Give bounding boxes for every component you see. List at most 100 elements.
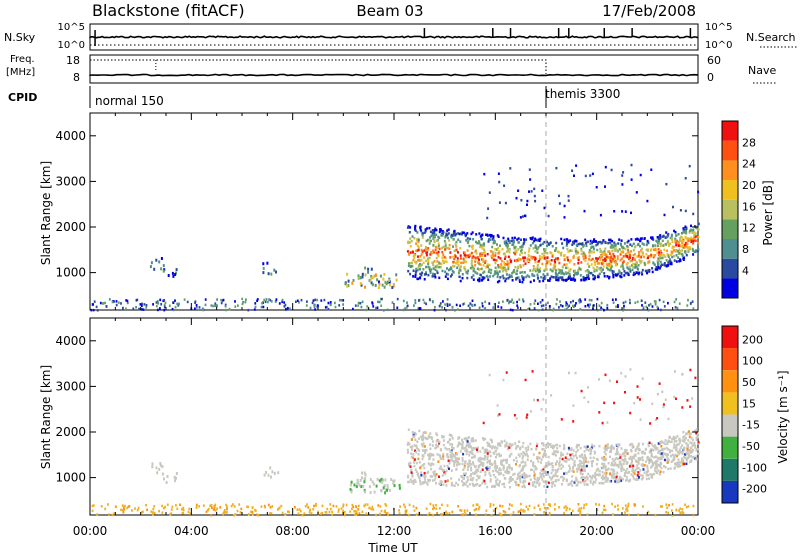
velocity-cell-365 xyxy=(692,513,695,517)
power-cell-994 xyxy=(659,249,662,253)
velocity-cell-1827 xyxy=(448,467,450,470)
power-cell-454 xyxy=(371,276,374,280)
power-cell-1969 xyxy=(487,270,490,274)
power-cell-1191 xyxy=(494,270,497,273)
power-cell-2004 xyxy=(646,242,649,245)
velocity-cell-733 xyxy=(592,456,595,459)
power-colorbar-tick-2: 20 xyxy=(742,179,756,192)
power-cell-621 xyxy=(634,238,637,241)
power-cell-73 xyxy=(220,301,223,305)
velocity-cell-1362 xyxy=(608,480,611,483)
power-ytick-label-1: 2000 xyxy=(55,220,86,234)
velocity-cell-70 xyxy=(251,513,254,516)
velocity-cell-1098 xyxy=(685,459,688,462)
power-cell-458 xyxy=(351,281,354,285)
velocity-cell-1503 xyxy=(433,478,436,482)
velocity-cell-1999 xyxy=(661,447,664,451)
power-cell-1183 xyxy=(563,272,566,276)
velocity-cell-1523 xyxy=(552,468,555,472)
velocity-cell-502 xyxy=(502,468,505,471)
velocity-cell-644 xyxy=(441,474,444,477)
power-cell-389 xyxy=(167,274,170,277)
velocity-cell-1537 xyxy=(510,452,513,456)
velocity-cell-83 xyxy=(384,503,387,506)
power-cell-144 xyxy=(629,301,631,305)
velocity-cell-456 xyxy=(378,479,381,483)
velocity-cell-453 xyxy=(350,490,353,494)
velocity-cell-1565 xyxy=(605,480,608,483)
velocity-cell-430 xyxy=(393,479,396,483)
velocity-cell-1800 xyxy=(529,478,532,481)
power-cell-2057 xyxy=(597,275,600,279)
power-cell-212 xyxy=(577,299,580,302)
power-cell-1933 xyxy=(562,246,565,250)
power-cell-91 xyxy=(654,303,657,306)
velocity-cell-1648 xyxy=(610,448,613,451)
power-cell-1150 xyxy=(414,275,417,278)
velocity-cell-1231 xyxy=(468,459,471,463)
velocity-cell-326 xyxy=(685,505,688,509)
velocity-colorbar-seg-6 xyxy=(722,348,738,371)
velocity-cell-247 xyxy=(332,504,335,508)
velocity-cell-1535 xyxy=(651,464,654,468)
power-cell-422 xyxy=(377,286,380,290)
power-cell-564 xyxy=(618,238,621,241)
x-tick-label-4: 16:00 xyxy=(478,524,513,538)
power-cell-838 xyxy=(622,260,625,263)
power-cell-1276 xyxy=(520,248,523,251)
velocity-cell-304 xyxy=(386,511,389,515)
velocity-cell-1748 xyxy=(569,453,572,457)
power-cell-112 xyxy=(156,300,159,303)
velocity-cell-197 xyxy=(484,513,487,516)
power-cell-43 xyxy=(380,297,382,301)
power-cell-2060 xyxy=(684,177,687,180)
velocity-cell-2083 xyxy=(636,385,639,388)
power-cell-1516 xyxy=(556,250,559,253)
velocity-cell-321 xyxy=(448,512,451,515)
power-cell-221 xyxy=(263,298,266,302)
velocity-cell-1960 xyxy=(678,437,681,441)
power-cell-1324 xyxy=(624,247,627,251)
velocity-cell-1963 xyxy=(660,462,663,465)
velocity-cell-1910 xyxy=(631,443,634,446)
power-cell-686 xyxy=(676,239,679,243)
velocity-cell-1831 xyxy=(683,438,686,441)
velocity-cell-578 xyxy=(568,482,571,486)
power-cell-889 xyxy=(416,268,419,272)
velocity-cell-971 xyxy=(581,476,584,479)
velocity-cell-688 xyxy=(645,473,648,477)
velocity-cell-315 xyxy=(91,509,94,513)
power-cell-1563 xyxy=(667,232,670,236)
velocity-cell-1304 xyxy=(565,478,568,481)
velocity-cell-721 xyxy=(667,457,670,460)
power-cell-2095 xyxy=(519,216,522,219)
velocity-cell-29 xyxy=(335,505,338,508)
velocity-cell-135 xyxy=(563,511,566,515)
power-cell-1509 xyxy=(442,253,445,256)
velocity-cell-1964 xyxy=(579,481,582,484)
velocity-cell-978 xyxy=(637,452,640,455)
velocity-cell-86 xyxy=(131,509,133,512)
velocity-cell-1436 xyxy=(508,465,511,469)
power-cell-1653 xyxy=(466,241,469,244)
velocity-cell-1970 xyxy=(578,455,581,458)
power-cell-223 xyxy=(256,298,259,301)
power-cell-622 xyxy=(495,269,498,273)
power-cell-159 xyxy=(579,298,581,301)
velocity-cell-600 xyxy=(499,480,501,483)
velocity-cell-1097 xyxy=(554,479,557,482)
velocity-cell-210 xyxy=(681,508,684,511)
velocity-cell-218 xyxy=(499,504,501,508)
velocity-cell-1369 xyxy=(470,472,473,476)
power-cell-385 xyxy=(153,267,156,271)
power-cell-377 xyxy=(163,305,166,309)
power-cell-313 xyxy=(270,300,273,303)
velocity-cell-343 xyxy=(179,503,181,506)
power-cell-1427 xyxy=(481,275,484,279)
velocity-cell-1445 xyxy=(468,464,471,468)
velocity-cell-318 xyxy=(661,505,663,508)
power-cell-1822 xyxy=(440,234,443,237)
power-cell-1268 xyxy=(614,244,617,248)
power-cell-17 xyxy=(559,304,562,307)
power-colorbar-tick-4: 12 xyxy=(742,222,756,235)
